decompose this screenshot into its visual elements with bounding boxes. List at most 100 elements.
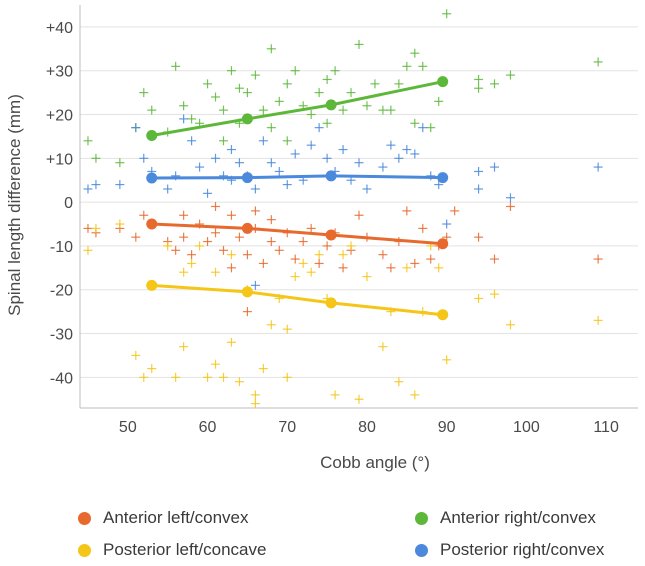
scatter-point xyxy=(418,61,428,71)
trend-marker xyxy=(241,222,253,234)
scatter-point xyxy=(266,320,276,330)
y-tick-label: 0 xyxy=(64,195,73,212)
scatter-point xyxy=(218,136,228,146)
trend-marker xyxy=(325,99,337,111)
trend-marker xyxy=(241,113,253,125)
scatter-point xyxy=(211,202,221,211)
scatter-point xyxy=(266,237,276,247)
scatter-point xyxy=(442,355,452,365)
scatter-point xyxy=(139,153,149,163)
scatter-point xyxy=(282,136,292,146)
scatter-point xyxy=(266,123,276,133)
legend-label-posterior-right: Posterior right/convex xyxy=(440,540,605,559)
scatter-point xyxy=(226,337,236,347)
scatter-point xyxy=(187,250,197,260)
scatter-point xyxy=(362,101,372,111)
scatter-point xyxy=(226,250,236,260)
legend-label-anterior-right: Anterior right/convex xyxy=(440,508,596,527)
scatter-point xyxy=(282,79,292,89)
y-tick-label: +30 xyxy=(46,64,73,81)
scatter-point xyxy=(266,44,276,54)
scatter-point xyxy=(442,9,452,19)
trend-line xyxy=(151,80,444,138)
y-tick-label: +20 xyxy=(46,108,73,125)
data-points xyxy=(83,9,603,409)
x-tick-label: 80 xyxy=(358,419,376,436)
scatter-point xyxy=(378,342,388,352)
scatter-point xyxy=(234,158,244,168)
trend-marker xyxy=(437,76,449,88)
scatter-point xyxy=(226,66,236,76)
scatter-point xyxy=(250,206,260,216)
legend-item-posterior-right[interactable]: Posterior right/convex xyxy=(415,540,604,560)
scatter-point xyxy=(386,140,396,150)
scatter-point xyxy=(434,180,444,190)
scatter-point xyxy=(234,377,244,387)
scatter-point xyxy=(282,180,292,190)
scatter-point xyxy=(490,289,500,299)
scatter-point xyxy=(147,105,157,115)
scatter-point xyxy=(378,250,388,260)
scatter-point xyxy=(434,263,444,273)
scatter-point xyxy=(306,110,316,120)
scatter-point xyxy=(179,267,189,277)
scatter-point xyxy=(179,101,189,111)
trend-marker xyxy=(437,172,449,184)
scatter-point xyxy=(139,210,149,220)
scatter-point xyxy=(474,232,484,242)
scatter-point xyxy=(386,105,396,115)
scatter-point xyxy=(226,263,236,273)
trend-lines xyxy=(146,76,449,321)
scatter-point xyxy=(474,83,484,93)
scatter-point xyxy=(354,39,364,49)
scatter-point xyxy=(474,74,484,84)
scatter-point xyxy=(115,219,125,229)
legend-item-anterior-right[interactable]: Anterior right/convex xyxy=(415,508,596,528)
scatter-point xyxy=(505,70,515,80)
scatter-point xyxy=(179,210,189,220)
scatter-point xyxy=(179,342,189,352)
scatter-point xyxy=(418,123,428,133)
scatter-point xyxy=(306,223,316,233)
scatter-point xyxy=(322,74,332,84)
trend-marker xyxy=(325,229,337,241)
scatter-point xyxy=(115,158,125,168)
legend-marker-posterior-right xyxy=(415,543,428,557)
scatter-point xyxy=(410,149,420,159)
scatter-point xyxy=(354,394,364,404)
legend-item-posterior-left[interactable]: Posterior left/concave xyxy=(78,540,266,560)
scatter-point xyxy=(211,153,221,163)
scatter-point xyxy=(242,88,252,98)
scatter-point xyxy=(378,105,388,115)
y-tick-label: +40 xyxy=(46,20,73,37)
scatter-point xyxy=(474,293,484,303)
legend-label-posterior-left: Posterior left/concave xyxy=(103,540,267,559)
scatter-point xyxy=(330,390,340,400)
trend-marker xyxy=(241,172,253,184)
scatter-point xyxy=(354,210,364,220)
trend-line xyxy=(151,283,443,317)
legend-item-anterior-left[interactable]: Anterior left/convex xyxy=(78,508,249,528)
scatter-point xyxy=(187,258,197,268)
scatter-point xyxy=(338,263,348,273)
scatter-point xyxy=(314,88,324,98)
scatter-point xyxy=(290,272,300,282)
scatter-point xyxy=(593,254,603,264)
scatter-point xyxy=(131,232,141,242)
scatter-point xyxy=(394,153,404,163)
scatter-point xyxy=(418,223,428,233)
scatter-point xyxy=(139,372,149,382)
x-tick-label: 110 xyxy=(593,419,619,436)
scatter-point xyxy=(306,267,316,277)
scatter-point xyxy=(314,250,324,260)
trend-marker xyxy=(325,297,337,309)
scatter-point xyxy=(211,92,221,102)
scatter-point xyxy=(250,280,260,290)
scatter-point xyxy=(426,254,436,264)
scatter-point xyxy=(83,223,93,233)
scatter-point xyxy=(147,364,157,374)
y-tick-label: -20 xyxy=(50,283,73,300)
scatter-point xyxy=(250,184,260,194)
scatter-point xyxy=(490,79,500,89)
scatter-point xyxy=(322,241,332,251)
